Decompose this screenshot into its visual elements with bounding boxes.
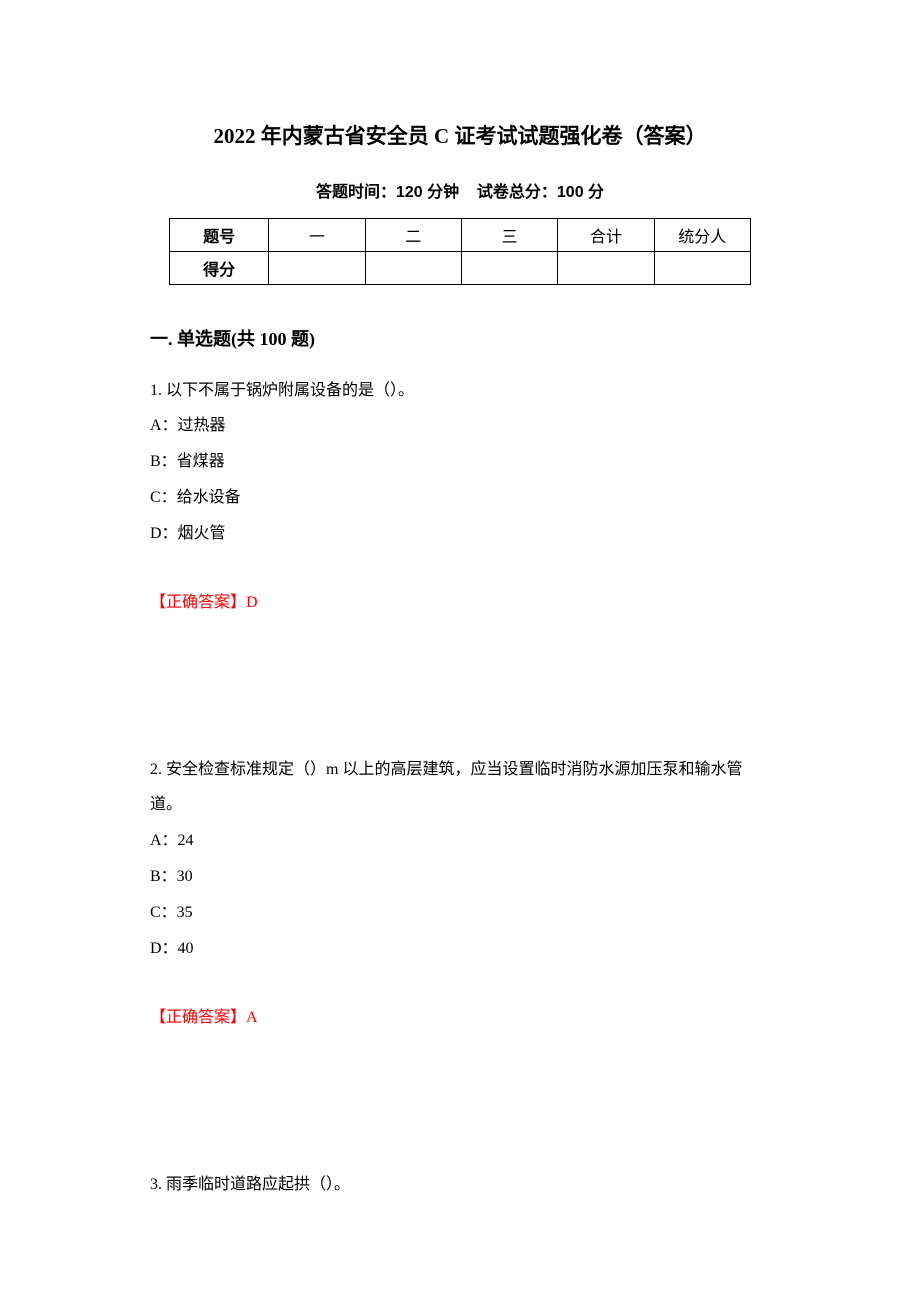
time-label: 答题时间：120 分钟 bbox=[316, 184, 459, 201]
score-cell-2 bbox=[365, 252, 461, 285]
exam-subtitle: 答题时间：120 分钟 试卷总分：100 分 bbox=[150, 178, 770, 202]
header-label-cell: 题号 bbox=[170, 219, 269, 252]
score-label-cell: 得分 bbox=[170, 252, 269, 285]
q1-text: 1. 以下不属于锅炉附属设备的是（）。 bbox=[150, 373, 770, 408]
q2-option-b: B：30 bbox=[150, 859, 770, 895]
header-col-1: 一 bbox=[269, 219, 365, 252]
q3-text: 3. 雨季临时道路应起拱（）。 bbox=[150, 1167, 770, 1202]
score-cell-4 bbox=[558, 252, 654, 285]
exam-title: 2022 年内蒙古省安全员 C 证考试试题强化卷（答案） bbox=[150, 120, 770, 150]
table-score-row: 得分 bbox=[170, 252, 751, 285]
header-col-5: 统分人 bbox=[654, 219, 750, 252]
q1-option-c: C：给水设备 bbox=[150, 480, 770, 516]
total-score-label: 试卷总分：100 分 bbox=[477, 184, 604, 201]
q2-option-c: C：35 bbox=[150, 895, 770, 931]
score-table: 题号 一 二 三 合计 统分人 得分 bbox=[169, 218, 751, 285]
page-content: 2022 年内蒙古省安全员 C 证考试试题强化卷（答案） 答题时间：120 分钟… bbox=[0, 0, 920, 1262]
section-title: 一. 单选题(共 100 题) bbox=[150, 325, 770, 351]
q2-answer: 【正确答案】A bbox=[150, 1003, 770, 1027]
header-col-3: 三 bbox=[461, 219, 557, 252]
score-cell-3 bbox=[461, 252, 557, 285]
q2-option-a: A：24 bbox=[150, 823, 770, 859]
score-cell-1 bbox=[269, 252, 365, 285]
q1-option-d: D：烟火管 bbox=[150, 516, 770, 552]
table-header-row: 题号 一 二 三 合计 统分人 bbox=[170, 219, 751, 252]
q1-option-a: A：过热器 bbox=[150, 408, 770, 444]
question-1: 1. 以下不属于锅炉附属设备的是（）。 A：过热器 B：省煤器 C：给水设备 D… bbox=[150, 373, 770, 552]
q1-option-b: B：省煤器 bbox=[150, 444, 770, 480]
question-2: 2. 安全检查标准规定（）m 以上的高层建筑，应当设置临时消防水源加压泵和输水管… bbox=[150, 752, 770, 966]
q1-answer: 【正确答案】D bbox=[150, 588, 770, 612]
q2-text: 2. 安全检查标准规定（）m 以上的高层建筑，应当设置临时消防水源加压泵和输水管… bbox=[150, 752, 770, 822]
header-col-4: 合计 bbox=[558, 219, 654, 252]
question-3: 3. 雨季临时道路应起拱（）。 bbox=[150, 1167, 770, 1202]
score-cell-5 bbox=[654, 252, 750, 285]
header-col-2: 二 bbox=[365, 219, 461, 252]
q2-option-d: D：40 bbox=[150, 931, 770, 967]
